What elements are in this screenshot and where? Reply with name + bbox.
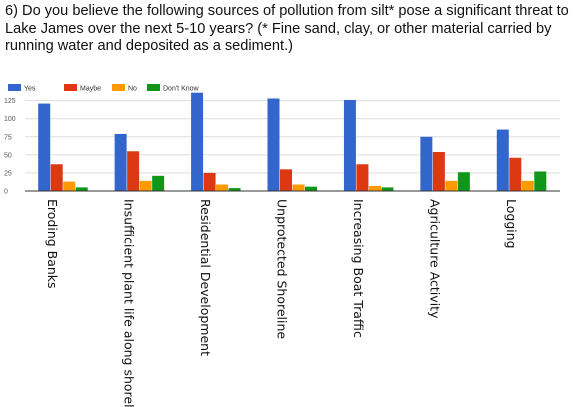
bar (228, 188, 241, 191)
legend-swatch (8, 84, 21, 91)
bar (368, 185, 381, 191)
legend-swatch (64, 84, 77, 91)
bar (267, 98, 280, 191)
chart-legend: Yes Maybe No Don't Know (8, 84, 200, 93)
legend-label: Don't Know (163, 86, 200, 93)
legend-swatch (112, 84, 125, 91)
x-axis: Eroding Banks Insufficient plant life alo… (45, 199, 519, 407)
bar (457, 172, 470, 191)
x-tick-label: Agriculture Activity (427, 199, 442, 319)
bar (343, 99, 356, 191)
y-tick-label: 125 (4, 98, 16, 105)
bar (534, 171, 547, 191)
bar (38, 103, 51, 191)
y-tick-label: 75 (4, 134, 12, 141)
legend-label: Yes (24, 86, 36, 93)
chart-gridlines (25, 100, 560, 174)
x-tick-label: Increasing Boat Traffic (351, 199, 366, 338)
bar (152, 175, 165, 191)
x-tick-label: Eroding Banks (45, 199, 60, 289)
bar (127, 151, 140, 191)
x-tick-label: Insufficient plant life along shoreline (122, 199, 137, 407)
bar (356, 164, 369, 191)
y-tick-label: 0 (4, 189, 8, 196)
y-tick-label: 100 (4, 116, 16, 123)
legend-swatch (147, 84, 160, 91)
bar (432, 151, 445, 191)
legend-label: No (128, 86, 137, 93)
bar (216, 184, 229, 191)
bar (114, 133, 127, 191)
bar (191, 92, 204, 191)
bar (521, 180, 534, 191)
bar (280, 169, 292, 191)
chart-bars (38, 92, 547, 191)
x-tick-label: Unprotected Shoreline (275, 199, 290, 339)
question-title: 6) Do you believe the following sources … (5, 3, 569, 54)
bar (203, 172, 216, 191)
x-tick-label: Logging (504, 199, 519, 249)
bar (139, 180, 152, 191)
bar (496, 129, 509, 191)
bar (63, 181, 76, 191)
bar (381, 187, 394, 191)
bar (509, 157, 522, 191)
y-tick-label: 50 (4, 152, 12, 159)
bar (292, 184, 305, 191)
bar (75, 187, 88, 191)
x-tick-label: Residential Development (198, 199, 213, 356)
bar (420, 136, 433, 191)
y-axis: 0 25 50 75 100 125 (4, 98, 16, 195)
legend-label: Maybe (80, 86, 101, 93)
bar (305, 186, 317, 191)
bar (50, 164, 63, 191)
bar (445, 180, 458, 191)
y-tick-label: 25 (4, 170, 12, 177)
